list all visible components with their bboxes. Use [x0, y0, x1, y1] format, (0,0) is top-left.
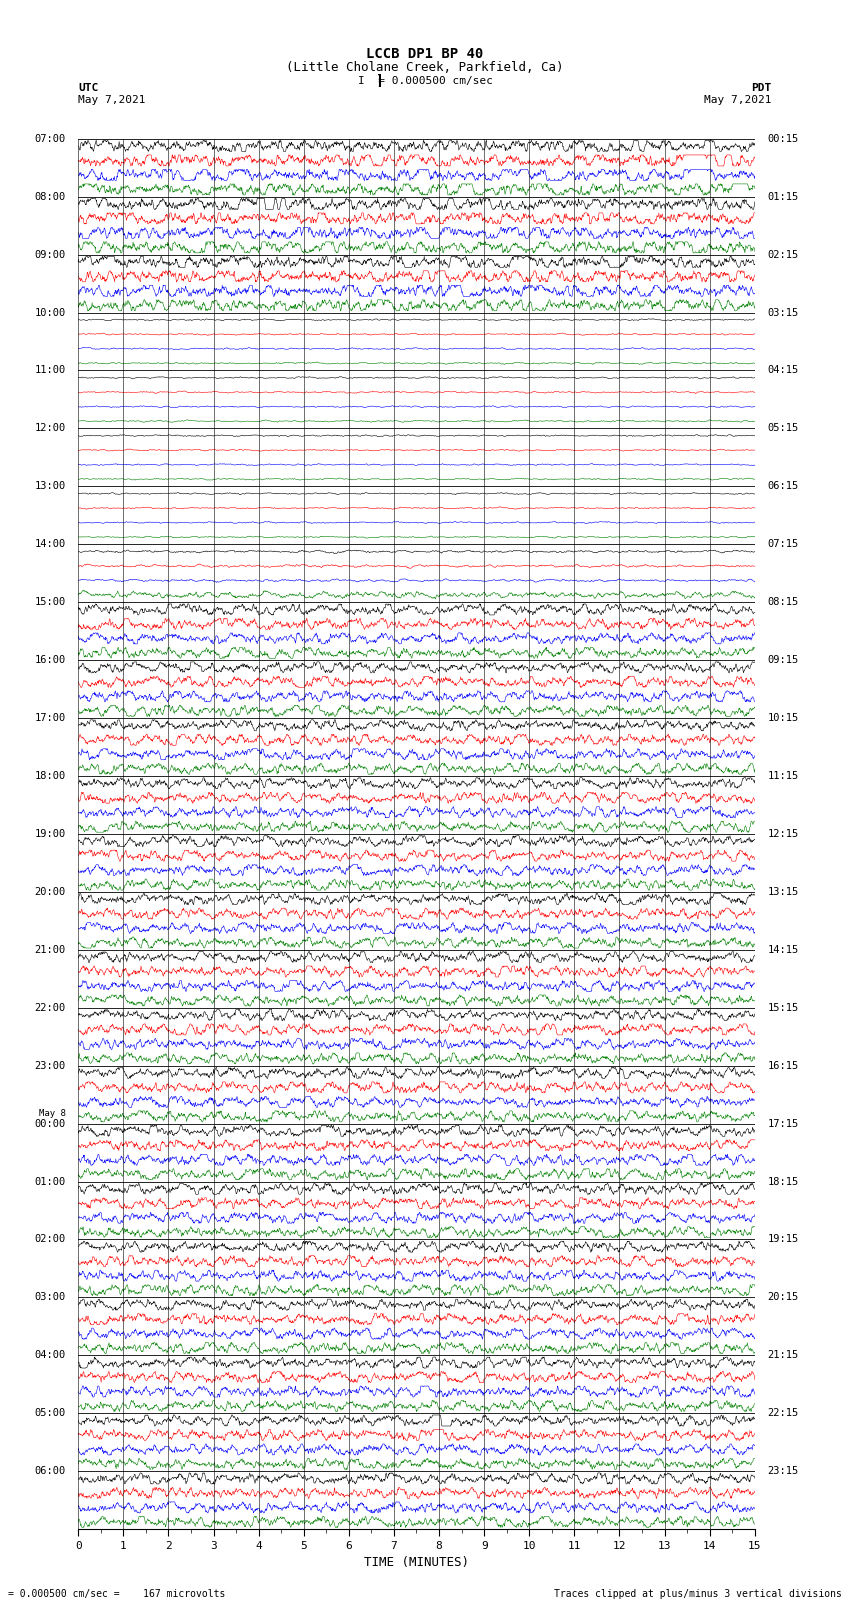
Text: 23:00: 23:00 — [34, 1061, 65, 1071]
Text: 20:15: 20:15 — [768, 1292, 799, 1302]
Text: 08:00: 08:00 — [34, 192, 65, 202]
Text: 07:15: 07:15 — [768, 539, 799, 550]
Text: 03:15: 03:15 — [768, 308, 799, 318]
Text: 14:00: 14:00 — [34, 539, 65, 550]
X-axis label: TIME (MINUTES): TIME (MINUTES) — [364, 1557, 469, 1569]
Text: 11:15: 11:15 — [768, 771, 799, 781]
Text: 01:15: 01:15 — [768, 192, 799, 202]
Text: PDT: PDT — [751, 82, 772, 94]
Text: 15:15: 15:15 — [768, 1003, 799, 1013]
Text: 01:00: 01:00 — [34, 1176, 65, 1187]
Text: 22:00: 22:00 — [34, 1003, 65, 1013]
Text: 13:15: 13:15 — [768, 887, 799, 897]
Text: 20:00: 20:00 — [34, 887, 65, 897]
Text: 09:00: 09:00 — [34, 250, 65, 260]
Text: 06:00: 06:00 — [34, 1466, 65, 1476]
Text: 14:15: 14:15 — [768, 945, 799, 955]
Text: 02:15: 02:15 — [768, 250, 799, 260]
Text: 03:00: 03:00 — [34, 1292, 65, 1302]
Text: 08:15: 08:15 — [768, 597, 799, 606]
Text: 07:00: 07:00 — [34, 134, 65, 144]
Text: 10:00: 10:00 — [34, 308, 65, 318]
Text: 18:15: 18:15 — [768, 1176, 799, 1187]
Text: 09:15: 09:15 — [768, 655, 799, 665]
Text: I  = 0.000500 cm/sec: I = 0.000500 cm/sec — [358, 76, 492, 87]
Text: 19:15: 19:15 — [768, 1234, 799, 1245]
Text: 06:15: 06:15 — [768, 481, 799, 492]
Text: 17:15: 17:15 — [768, 1118, 799, 1129]
Text: 16:15: 16:15 — [768, 1061, 799, 1071]
Text: 13:00: 13:00 — [34, 481, 65, 492]
Text: UTC: UTC — [78, 82, 99, 94]
Text: (Little Cholane Creek, Parkfield, Ca): (Little Cholane Creek, Parkfield, Ca) — [286, 61, 564, 74]
Text: 17:00: 17:00 — [34, 713, 65, 723]
Text: 15:00: 15:00 — [34, 597, 65, 606]
Text: 19:00: 19:00 — [34, 829, 65, 839]
Text: 12:15: 12:15 — [768, 829, 799, 839]
Text: 04:00: 04:00 — [34, 1350, 65, 1360]
Text: 00:15: 00:15 — [768, 134, 799, 144]
Text: 23:15: 23:15 — [768, 1466, 799, 1476]
Text: = 0.000500 cm/sec =    167 microvolts: = 0.000500 cm/sec = 167 microvolts — [8, 1589, 226, 1598]
Text: 21:15: 21:15 — [768, 1350, 799, 1360]
Text: 16:00: 16:00 — [34, 655, 65, 665]
Text: Traces clipped at plus/minus 3 vertical divisions: Traces clipped at plus/minus 3 vertical … — [553, 1589, 842, 1598]
Text: 02:00: 02:00 — [34, 1234, 65, 1245]
Text: 12:00: 12:00 — [34, 423, 65, 434]
Text: 05:00: 05:00 — [34, 1408, 65, 1418]
Text: 18:00: 18:00 — [34, 771, 65, 781]
Text: May 7,2021: May 7,2021 — [705, 95, 772, 105]
Text: 05:15: 05:15 — [768, 423, 799, 434]
Text: 11:00: 11:00 — [34, 366, 65, 376]
Text: 10:15: 10:15 — [768, 713, 799, 723]
Text: 22:15: 22:15 — [768, 1408, 799, 1418]
Text: LCCB DP1 BP 40: LCCB DP1 BP 40 — [366, 47, 484, 61]
Text: 21:00: 21:00 — [34, 945, 65, 955]
Text: May 7,2021: May 7,2021 — [78, 95, 145, 105]
Text: 00:00: 00:00 — [34, 1118, 65, 1129]
Text: 04:15: 04:15 — [768, 366, 799, 376]
Text: May 8: May 8 — [39, 1110, 65, 1118]
